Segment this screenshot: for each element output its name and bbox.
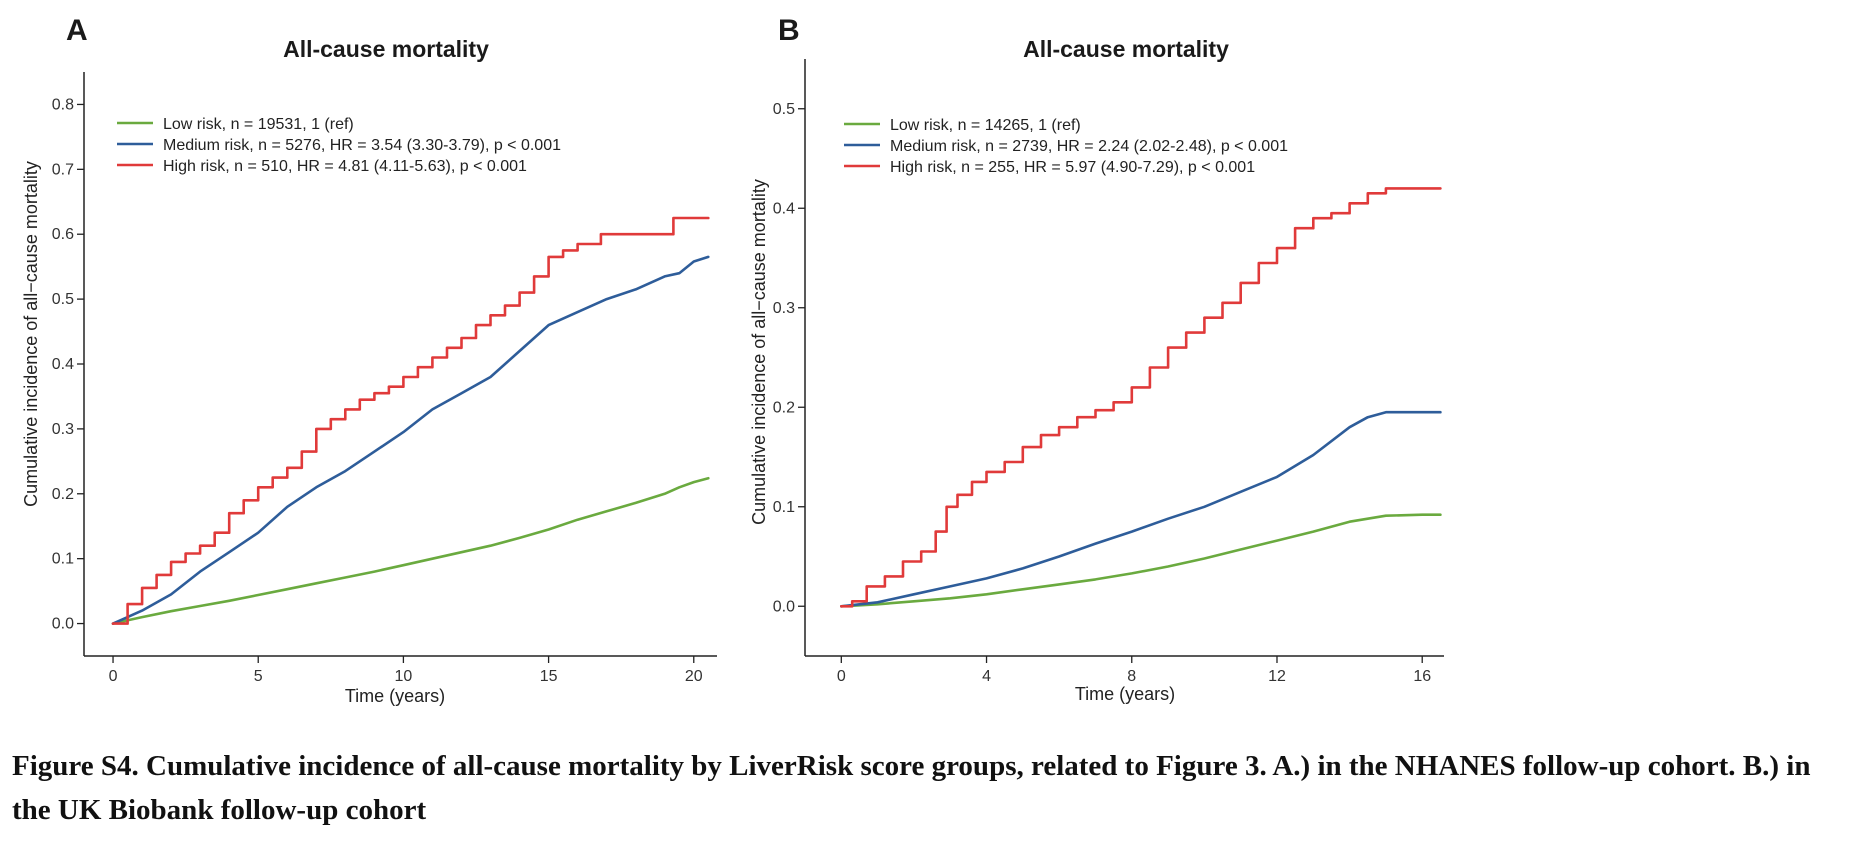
y-tick-label-a-6: 0.6 [52,226,74,243]
x-tick-label-a-1: 5 [254,668,263,685]
x-tick-label-a-3: 15 [540,668,558,685]
figure-caption: Figure S4. Cumulative incidence of all-c… [12,750,1811,826]
legend-label-b-high: High risk, n = 255, HR = 5.97 (4.90-7.29… [890,159,1255,176]
y-axis-label-b: Cumulative incidence of all−cause mortal… [749,179,769,525]
y-axis-label-a: Cumulative incidence of all−cause mortal… [21,161,41,507]
series-line-b-medium-risk [840,410,1442,608]
y-tick-label-a-0: 0.0 [52,616,74,633]
y-tick-label-a-7: 0.7 [52,161,74,178]
x-tick-label-b-0: 0 [837,668,846,685]
x-tick-label-b-1: 4 [982,668,991,685]
y-tick-label-b-3: 0.3 [773,300,795,317]
y-tick-label-b-2: 0.2 [773,399,795,416]
y-tick-label-a-3: 0.3 [52,421,74,438]
x-tick-label-a-0: 0 [109,668,118,685]
y-tick-label-a-5: 0.5 [52,291,74,308]
series-line-b-low-risk [840,513,1442,608]
figure-canvas: A All-cause mortality 0.0 0.1 0.2 0.3 0.4 0.5… [21,14,1444,706]
panel-a: A All-cause mortality 0.0 0.1 0.2 0.3 0.4 0.5… [21,14,717,706]
panel-b: B All-cause mortality 0.0 0.1 0.2 0.3 0.4 0.5… [749,14,1444,704]
y-tick-label-a-8: 0.8 [52,96,74,113]
series-line-b-high-risk [840,187,1442,608]
legend-b: Low risk, n = 14265, 1 (ref) Medium risk,… [844,117,1288,176]
series-group-b [840,187,1442,608]
legend-label-a-high: High risk, n = 510, HR = 4.81 (4.11-5.63… [163,158,527,175]
y-ticks-a: 0.0 0.1 0.2 0.3 0.4 0.5 0.6 0.7 0.8 [52,96,84,633]
series-group-a [111,216,710,625]
y-ticks-b: 0.0 0.1 0.2 0.3 0.4 0.5 [773,101,805,615]
x-axis-label-b: Time (years) [1075,684,1175,704]
x-tick-label-a-2: 10 [395,668,413,685]
panel-letter-b: B [778,14,800,47]
legend-label-a-low: Low risk, n = 19531, 1 (ref) [163,116,354,133]
series-line-a-medium-risk [111,255,710,625]
y-tick-label-a-1: 0.1 [52,551,74,568]
chart-title-b: All-cause mortality [1023,36,1229,62]
legend-label-b-medium: Medium risk, n = 2739, HR = 2.24 (2.02-2… [890,138,1288,155]
x-tick-label-a-4: 20 [685,668,703,685]
y-tick-label-b-1: 0.1 [773,499,795,516]
x-tick-label-b-3: 12 [1268,668,1286,685]
legend-a: Low risk, n = 19531, 1 (ref) Medium risk,… [117,116,561,175]
series-line-a-low-risk [111,476,710,625]
legend-label-b-low: Low risk, n = 14265, 1 (ref) [890,117,1081,134]
x-ticks-a: 0 5 10 15 20 [109,656,703,685]
chart-title-a: All-cause mortality [283,36,489,62]
x-ticks-b: 0 4 8 12 16 [837,656,1431,685]
x-tick-label-b-4: 16 [1413,668,1431,685]
panel-letter-a: A [66,14,88,47]
legend-label-a-medium: Medium risk, n = 5276, HR = 3.54 (3.30-3… [163,137,561,154]
x-tick-label-b-2: 8 [1127,668,1136,685]
y-tick-label-a-2: 0.2 [52,486,74,503]
x-axis-label-a: Time (years) [345,686,445,706]
y-tick-label-b-5: 0.5 [773,101,795,118]
y-tick-label-b-4: 0.4 [773,200,795,217]
series-line-a-high-risk [111,216,710,625]
y-tick-label-a-4: 0.4 [52,356,74,373]
y-tick-label-b-0: 0.0 [773,598,795,615]
